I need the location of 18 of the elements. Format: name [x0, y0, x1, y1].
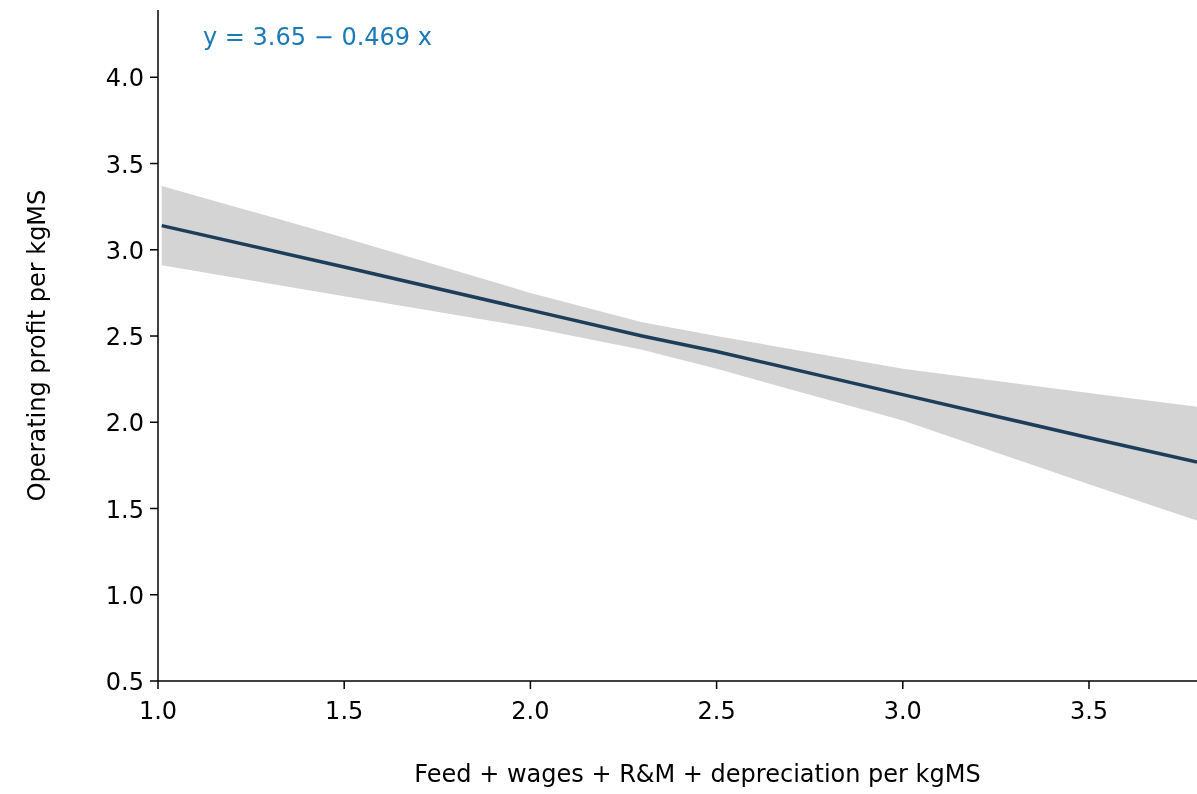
x-tick-label: 2.5: [697, 697, 736, 725]
x-axis-title: Feed + wages + R&M + depreciation per kgMS: [414, 760, 981, 788]
y-tick-label: 0.5: [105, 668, 144, 696]
x-tick-label: 3.0: [883, 697, 922, 725]
annotation: y = 3.65 − 0.469 x: [203, 23, 432, 51]
y-tick-label: 2.5: [105, 323, 144, 352]
y-tick-label: 3.0: [105, 236, 144, 265]
y-tick-label: 4.0: [105, 64, 144, 93]
x-tick-label: 1.0: [138, 697, 178, 725]
line-series: [159, 223, 1197, 464]
y-tick-label: 3.5: [105, 150, 144, 179]
x-tick-label: 2.0: [511, 697, 550, 725]
x-tick-label: 3.5: [1069, 697, 1109, 725]
y-axis-title: Operating profit per kgMS: [23, 189, 51, 502]
y-tick-label: 1.5: [105, 495, 144, 524]
y-tick-label: 2.0: [105, 409, 144, 438]
x-tick-label: 1.5: [325, 697, 364, 725]
y-tick-label: 1.0: [105, 581, 144, 610]
